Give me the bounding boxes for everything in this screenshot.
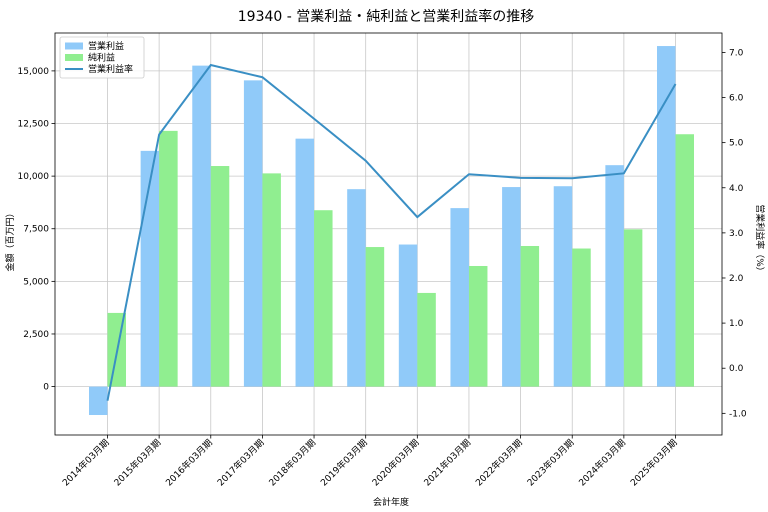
x-tick-label: 2019年03月期 — [318, 437, 370, 489]
y-right-tick-label: -1.0 — [729, 409, 747, 419]
x-tick-label: 2021年03月期 — [421, 437, 473, 489]
x-tick-label: 2016年03月期 — [163, 437, 215, 489]
net-income-bar — [623, 229, 643, 387]
x-tick-label: 2020年03月期 — [370, 437, 422, 489]
x-tick-label: 2014年03月期 — [60, 437, 112, 489]
x-tick-label: 2025年03月期 — [628, 437, 680, 489]
y-tick-label: 15,000 — [18, 67, 50, 77]
x-tick-label: 2015年03月期 — [111, 437, 163, 489]
x-tick-label: 2018年03月期 — [266, 437, 318, 489]
y-right-tick-label: 1.0 — [729, 319, 744, 329]
y-right-tick-label: 2.0 — [729, 274, 744, 284]
net-income-bar — [572, 248, 591, 387]
y-tick-label: 0 — [43, 383, 49, 393]
operating-profit-bar — [295, 138, 315, 387]
y-tick-label: 10,000 — [18, 172, 50, 182]
y-tick-label: 2,500 — [23, 330, 49, 340]
net-income-bar — [262, 173, 281, 387]
y-right-tick-label: 5.0 — [729, 139, 744, 149]
y-right-tick-label: 7.0 — [729, 48, 744, 58]
net-income-bar — [314, 210, 333, 387]
legend-label: 営業利益 — [88, 40, 124, 52]
bars — [89, 46, 694, 416]
operating-profit-bar — [347, 189, 366, 387]
legend-bar-swatch — [65, 42, 83, 50]
legend-bar-swatch — [65, 54, 83, 61]
x-tick-label: 2024年03月期 — [576, 437, 628, 489]
y-right-tick-label: 4.0 — [729, 184, 744, 194]
net-income-bar — [675, 134, 694, 387]
plot-frame — [54, 32, 723, 436]
net-income-bar — [468, 265, 488, 387]
operating-profit-bar — [89, 386, 108, 416]
line-series — [106, 63, 677, 401]
net-income-bar — [210, 166, 230, 387]
chart-title: 19340 - 営業利益・純利益と営業利益率の推移 — [238, 8, 535, 25]
y-right-tick-label: 3.0 — [729, 229, 744, 239]
operating-margin-line — [106, 63, 677, 401]
net-income-bar — [365, 247, 385, 387]
operating-profit-bar — [502, 187, 521, 387]
operating-profit-bar — [450, 208, 469, 387]
operating-profit-bar — [243, 80, 263, 387]
y-tick-label: 5,000 — [23, 277, 49, 287]
x-tick-label: 2022年03月期 — [473, 437, 525, 489]
y-tick-label: 7,500 — [23, 225, 49, 235]
y-axis-label: 金額（百万円） — [4, 208, 16, 271]
net-income-bar — [159, 130, 178, 387]
legend-label: 営業利益率 — [88, 63, 133, 75]
net-income-bar — [520, 245, 540, 387]
x-axis-label: 会計年度 — [373, 496, 409, 508]
net-income-bar — [417, 292, 436, 387]
x-tick-label: 2023年03月期 — [524, 437, 576, 489]
y-tick-label: 12,500 — [18, 120, 50, 130]
operating-profit-bar — [192, 65, 211, 387]
x-tick-label: 2017年03月期 — [215, 437, 267, 489]
operating-profit-bar — [657, 46, 676, 387]
legend-label: 純利益 — [88, 52, 115, 64]
operating-profit-bar — [553, 186, 573, 387]
y-right-tick-label: 6.0 — [729, 94, 744, 104]
y-right-tick-label: 0.0 — [729, 364, 744, 374]
operating-profit-bar — [605, 165, 624, 387]
y-axis-label-right: 営業利益率（%） — [754, 204, 766, 276]
operating-profit-bar — [398, 244, 418, 387]
